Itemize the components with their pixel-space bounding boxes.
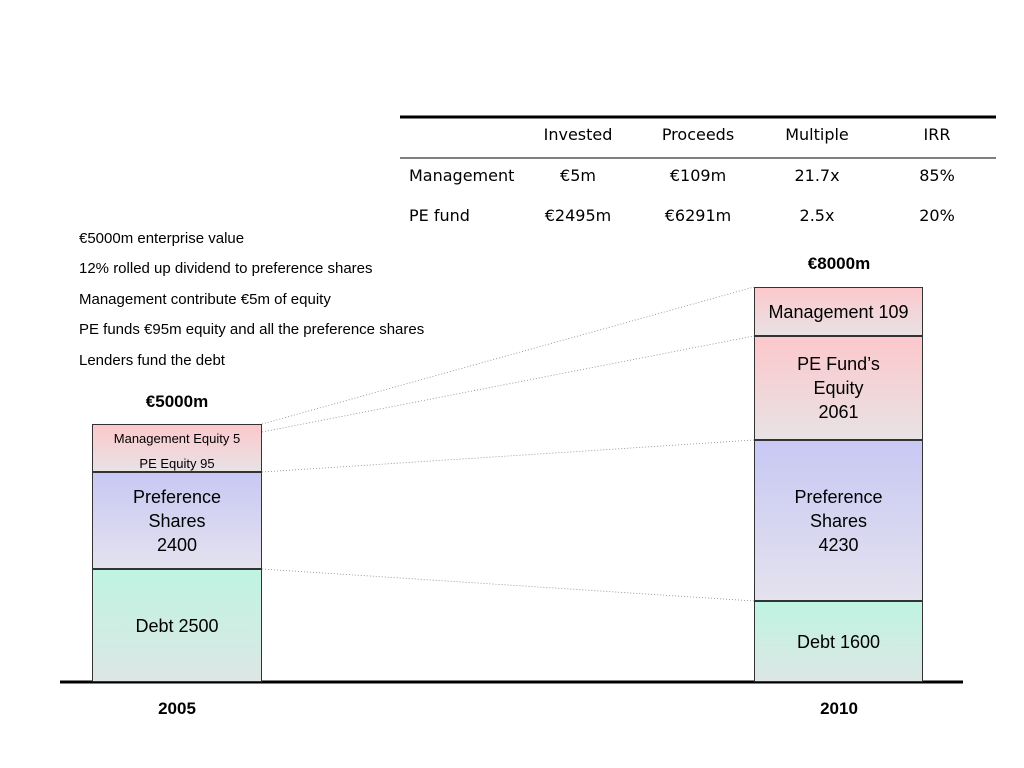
block-label: Management Equity 5: [113, 431, 241, 446]
cell: €2495m: [544, 206, 612, 225]
note: PE funds €95m equity and all the prefere…: [79, 321, 425, 338]
connector: [261, 568, 755, 602]
block-label: Preference: [794, 486, 883, 507]
row-label: Management: [409, 166, 515, 185]
cell: 20%: [919, 206, 955, 225]
note: Lenders fund the debt: [79, 352, 225, 369]
block-label: Shares: [809, 510, 868, 531]
cell: 85%: [919, 166, 955, 185]
block-label: 4230: [818, 534, 859, 555]
year-label: 2005: [158, 699, 196, 718]
column-header: IRR: [923, 125, 951, 144]
note: €5000m enterprise value: [79, 230, 245, 247]
stack-block: Debt 1600: [754, 601, 923, 682]
stack-block: Management Equity 5 PE Equity 95: [92, 424, 262, 472]
note: 12% rolled up dividend to preference sha…: [79, 260, 373, 277]
stack-block: Preference Shares 4230: [754, 440, 923, 601]
stack-block: PE Fund’s Equity 2061: [754, 336, 923, 440]
year-label: 2010: [820, 699, 858, 718]
column-header: Invested: [543, 125, 613, 144]
block-label: 2061: [818, 402, 859, 422]
block-label: PE Equity 95: [139, 456, 215, 471]
column-header: Proceeds: [661, 125, 735, 144]
cell: €6291m: [664, 206, 732, 225]
cell: €5m: [560, 166, 596, 185]
note: Management contribute €5m of equity: [79, 291, 331, 308]
block-label: Debt 1600: [796, 631, 881, 652]
block-label: Shares: [148, 510, 206, 531]
block-label: Preference: [132, 486, 222, 507]
stack-total: €8000m: [807, 254, 871, 273]
connector: [261, 286, 755, 425]
stack-total: €5000m: [145, 392, 209, 411]
block-label: PE Fund’s: [797, 354, 880, 374]
connectors: [261, 286, 755, 602]
cell: 2.5x: [799, 206, 835, 225]
block-label: Equity: [813, 378, 864, 398]
connector: [261, 335, 755, 433]
column-header: Multiple: [785, 125, 849, 144]
connector: [261, 439, 755, 473]
stack-block: Preference Shares 2400: [92, 472, 262, 569]
cell: 21.7x: [794, 166, 840, 185]
block-label: Debt 2500: [135, 615, 219, 636]
row-label: PE fund: [409, 206, 470, 225]
stack-block: Management 109: [754, 287, 923, 336]
block-label: Management 109: [768, 301, 909, 322]
block-label: 2400: [156, 534, 198, 555]
stack-block: Debt 2500: [92, 569, 262, 682]
cell: €109m: [669, 166, 727, 185]
